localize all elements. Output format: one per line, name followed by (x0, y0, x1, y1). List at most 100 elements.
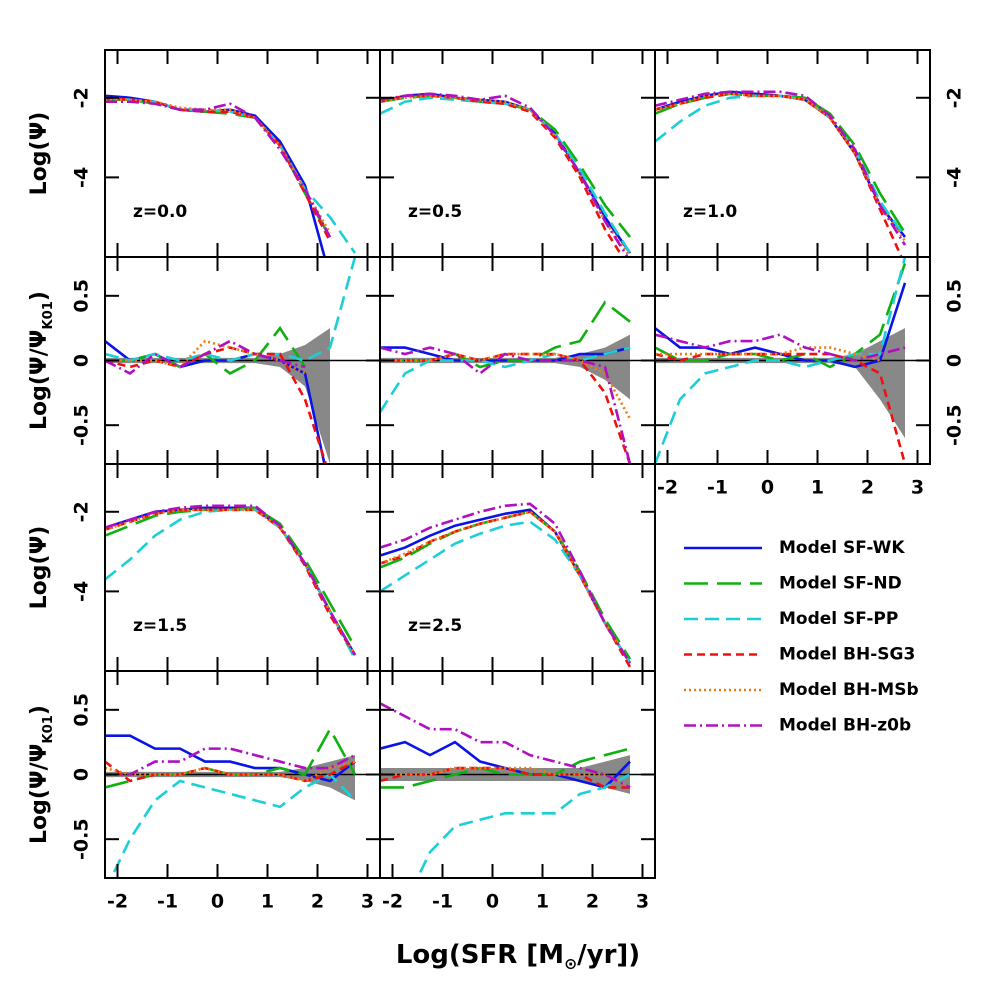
panel: -2 -4 z=0.0 (71, 49, 381, 258)
x-tick-label: 0 (211, 891, 224, 913)
panel-label: z=1.5 (133, 616, 187, 636)
y-tick-label: -4 (71, 581, 93, 602)
uncertainty-band (380, 334, 630, 400)
plot-area (655, 257, 930, 464)
x-tick-label: -2 (657, 477, 678, 499)
model-line (105, 100, 332, 238)
model-line (380, 346, 631, 413)
model-line (380, 94, 632, 257)
model-line (655, 263, 907, 369)
panel: z=2.5 (379, 463, 656, 672)
panel: z=0.5 (379, 49, 656, 258)
model-line (380, 747, 631, 789)
legend-label: Model SF-ND (779, 574, 902, 594)
x-tick-label: 2 (311, 891, 324, 913)
model-line (380, 92, 632, 254)
y-tick-label: -0.5 (71, 818, 93, 860)
panel: -2 -4 z=1.0 (654, 49, 966, 258)
uncertainty-band (105, 328, 330, 464)
plot-area (380, 92, 632, 257)
legend-label: Model BH-z0b (779, 716, 911, 736)
axis-label: Log(SFR [M⊙/yr]) (396, 940, 640, 973)
model-line (380, 502, 632, 664)
plot-area (655, 90, 907, 257)
panel-label: z=0.0 (133, 202, 187, 222)
model-line (105, 257, 357, 362)
y-tick-label: 0.5 (944, 279, 966, 313)
plot-area (380, 702, 655, 878)
model-line (416, 773, 631, 878)
model-line (105, 506, 357, 648)
y-tick-label: 0 (71, 768, 93, 781)
model-line (380, 346, 632, 464)
label-part: Log(SFR [M (396, 940, 564, 970)
x-tick-label: 1 (261, 891, 274, 913)
label-part: /yr]) (577, 940, 640, 970)
legend-label: Model SF-PP (779, 609, 898, 629)
model-line (105, 726, 357, 789)
model-line (380, 508, 632, 664)
plot-area (105, 726, 380, 878)
axis-label: Log(Ψ/ΨK01) (27, 705, 56, 844)
model-line (655, 90, 907, 246)
x-tick-label: 3 (911, 477, 924, 499)
y-tick-label: -0.5 (71, 404, 93, 446)
x-tick-label: 2 (586, 891, 599, 913)
plot-area (105, 94, 357, 257)
model-line (105, 339, 306, 375)
panel: 0.5 0 -0.5 (71, 256, 381, 465)
y-axis-title: Log(Ψ) (27, 112, 52, 196)
model-line (105, 346, 328, 464)
y-tick-label: 0.5 (71, 693, 93, 727)
panel-frame (104, 463, 381, 672)
panel (379, 256, 656, 465)
panel-frame (104, 49, 381, 258)
label-sub: K01 (41, 301, 56, 330)
x-tick-label: 3 (636, 891, 649, 913)
model-line (105, 734, 356, 783)
x-tick-label: 1 (536, 891, 549, 913)
legend-label: Model SF-WK (779, 538, 905, 558)
x-tick-label: -1 (707, 477, 728, 499)
x-tick-label: 0 (761, 477, 774, 499)
panel: -2 -1 0 1 2 3 0.5 0 -0.5 (71, 670, 381, 913)
legend-label: Model BH-SG3 (779, 645, 915, 665)
label-sub: ⊙ (564, 955, 577, 973)
panel: -2 -4 z=1.5 (71, 463, 381, 672)
y-axis-title: Log(Ψ) (27, 526, 52, 610)
panel: -2 -1 0 1 2 3 (379, 670, 656, 913)
model-line (380, 766, 631, 789)
label-part: ) (27, 291, 52, 301)
model-line (380, 510, 632, 664)
y-tick-label: -4 (944, 167, 966, 188)
y-tick-label: -4 (71, 167, 93, 188)
x-tick-label: 2 (861, 477, 874, 499)
model-line (380, 94, 625, 257)
model-line (105, 96, 357, 254)
x-tick-label: -1 (157, 891, 178, 913)
label-part: Log(Ψ/Ψ (27, 330, 52, 430)
model-line (655, 257, 907, 464)
model-line (105, 760, 356, 783)
x-tick-label: -2 (107, 891, 128, 913)
panel-label: z=0.5 (408, 202, 462, 222)
plot-area (105, 257, 380, 464)
label-sub: K01 (41, 715, 56, 744)
x-tick-label: -1 (432, 891, 453, 913)
model-line (380, 346, 631, 362)
model-line (109, 772, 356, 878)
x-tick-label: 1 (811, 477, 824, 499)
legend-label: Model BH-MSb (779, 680, 919, 700)
y-tick-label: 0 (71, 354, 93, 367)
label-part: ) (27, 705, 52, 715)
model-line (380, 352, 632, 420)
y-tick-label: -0.5 (944, 404, 966, 446)
y-tick-label: -2 (944, 87, 966, 108)
model-line (105, 508, 357, 660)
y-tick-label: -2 (71, 87, 93, 108)
panel-label: z=1.0 (683, 202, 737, 222)
panel-label: z=2.5 (408, 616, 462, 636)
model-line (105, 504, 357, 656)
model-line (380, 702, 631, 789)
plot-area (105, 504, 357, 660)
